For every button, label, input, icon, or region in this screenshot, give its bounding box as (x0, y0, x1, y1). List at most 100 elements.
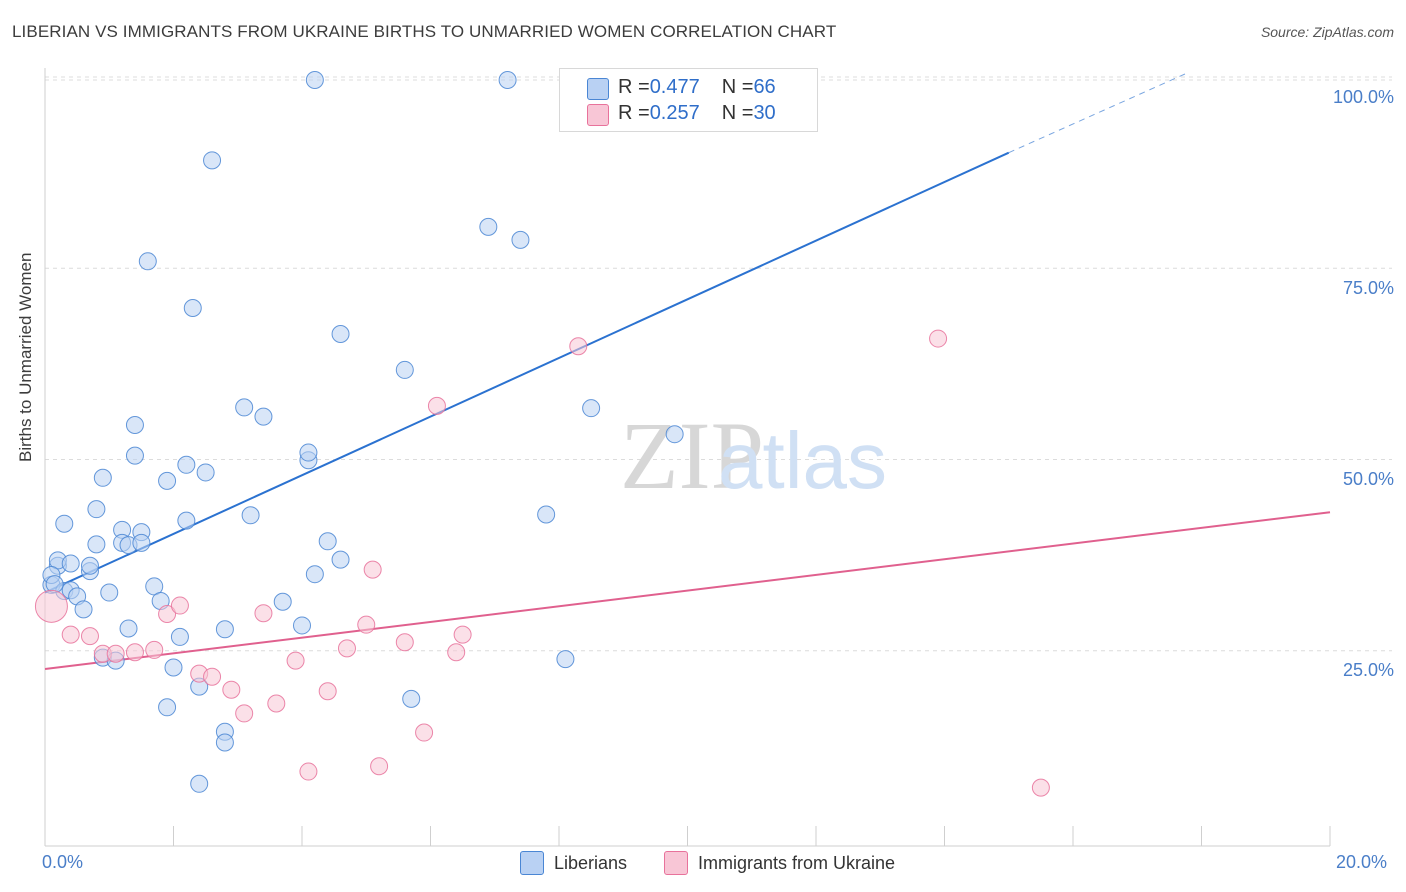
point-liberian (402, 689, 421, 708)
y-tick-100: 100.0% (1332, 87, 1394, 107)
n-value: 30 (753, 101, 776, 124)
point-ukraine (395, 633, 414, 652)
y-tick-50: 50.0% (1342, 469, 1394, 489)
stats-legend: R = 0.477 N = 66 R = 0.257 N = 30 (559, 68, 818, 132)
trend-lines (44, 71, 1331, 671)
point-liberian (183, 298, 202, 317)
point-ukraine (222, 680, 241, 699)
r-value: 0.477 (649, 75, 700, 98)
point-liberian (177, 511, 196, 530)
point-ukraine (125, 643, 144, 662)
point-liberian (164, 658, 183, 677)
point-liberian (498, 71, 517, 89)
point-liberian (254, 407, 273, 426)
y-tick-25: 25.0% (1342, 660, 1394, 680)
point-liberian (203, 151, 222, 170)
point-liberian (170, 627, 189, 646)
point-liberian (61, 554, 80, 573)
point-liberian (479, 217, 498, 236)
point-ukraine (318, 682, 337, 701)
point-ukraine (34, 589, 68, 623)
trendline-liberians-extension (1008, 71, 1189, 154)
gridlines (45, 76, 1392, 652)
point-liberian (511, 230, 530, 249)
trendline-ukraine (44, 511, 1331, 671)
axes (44, 68, 1331, 847)
point-ukraine (61, 625, 80, 644)
point-liberian (395, 360, 414, 379)
r-label: R = (618, 101, 650, 124)
y-tick-75: 75.0% (1342, 278, 1394, 298)
point-liberian (177, 455, 196, 474)
legend-swatch-liberians (587, 78, 609, 100)
point-liberian (665, 425, 684, 444)
point-ukraine (203, 667, 222, 686)
point-ukraine (254, 604, 273, 623)
point-ukraine (1031, 778, 1050, 797)
point-liberian (158, 698, 177, 717)
point-liberian (55, 514, 74, 533)
point-liberian (80, 556, 99, 575)
point-ukraine (427, 396, 446, 415)
point-ukraine (106, 644, 125, 663)
r-value: 0.257 (649, 101, 700, 124)
point-ukraine (453, 625, 472, 644)
point-ukraine (929, 329, 948, 348)
watermark-atlas: atlas (718, 416, 887, 505)
point-liberian (215, 733, 234, 752)
bottom-swatch-ukraine (664, 851, 688, 875)
r-label: R = (618, 75, 650, 98)
source-label: Source: ZipAtlas.com (1260, 24, 1394, 40)
point-liberian (93, 468, 112, 487)
chart-title: LIBERIAN VS IMMIGRANTS FROM UKRAINE BIRT… (12, 22, 837, 41)
point-liberian (235, 398, 254, 417)
point-ukraine (415, 723, 434, 742)
point-ukraine (145, 640, 164, 659)
point-ukraine (569, 337, 588, 356)
point-liberian (74, 600, 93, 619)
point-liberian (556, 650, 575, 669)
watermark-zip: ZIP (620, 402, 764, 509)
n-value: 66 (753, 75, 776, 98)
bottom-legend-label: Liberians (554, 852, 628, 873)
point-liberian (87, 535, 106, 554)
legend-row-ukraine: R = 0.257 N = 30 (618, 101, 776, 125)
x-tick-max: 20.0% (1336, 852, 1388, 872)
point-liberian (273, 592, 292, 611)
legend-swatch-ukraine (587, 104, 609, 126)
point-liberian (305, 565, 324, 584)
point-liberian (132, 533, 151, 552)
point-liberian (299, 443, 318, 462)
point-ukraine (370, 757, 389, 776)
point-ukraine (337, 639, 356, 658)
point-liberian (293, 616, 311, 635)
point-ukraine (80, 627, 99, 646)
point-liberian (331, 324, 350, 343)
point-liberian (318, 532, 337, 551)
point-ukraine (267, 694, 286, 713)
point-liberian (125, 446, 144, 465)
x-tick-min: 0.0% (42, 852, 84, 872)
y-axis-label: Births to Unmarried Women (16, 252, 35, 462)
point-liberian (190, 774, 209, 793)
point-liberian (196, 463, 215, 482)
trendline-liberians (44, 151, 1010, 594)
point-liberian (537, 505, 556, 524)
point-liberian (138, 252, 157, 271)
point-liberian (87, 500, 106, 519)
point-ukraine (235, 704, 254, 723)
point-liberian (100, 583, 119, 602)
point-liberian (582, 399, 601, 418)
point-ukraine (299, 762, 318, 781)
point-liberian (241, 506, 260, 525)
n-label: N = (721, 101, 754, 124)
point-ukraine (158, 604, 177, 623)
point-ukraine (357, 615, 376, 634)
point-ukraine (286, 651, 305, 670)
point-liberian (119, 619, 138, 638)
point-liberian (158, 471, 177, 490)
bottom-legend-liberians: Liberians (520, 851, 627, 875)
n-label: N = (721, 75, 754, 98)
point-liberian (215, 620, 234, 639)
